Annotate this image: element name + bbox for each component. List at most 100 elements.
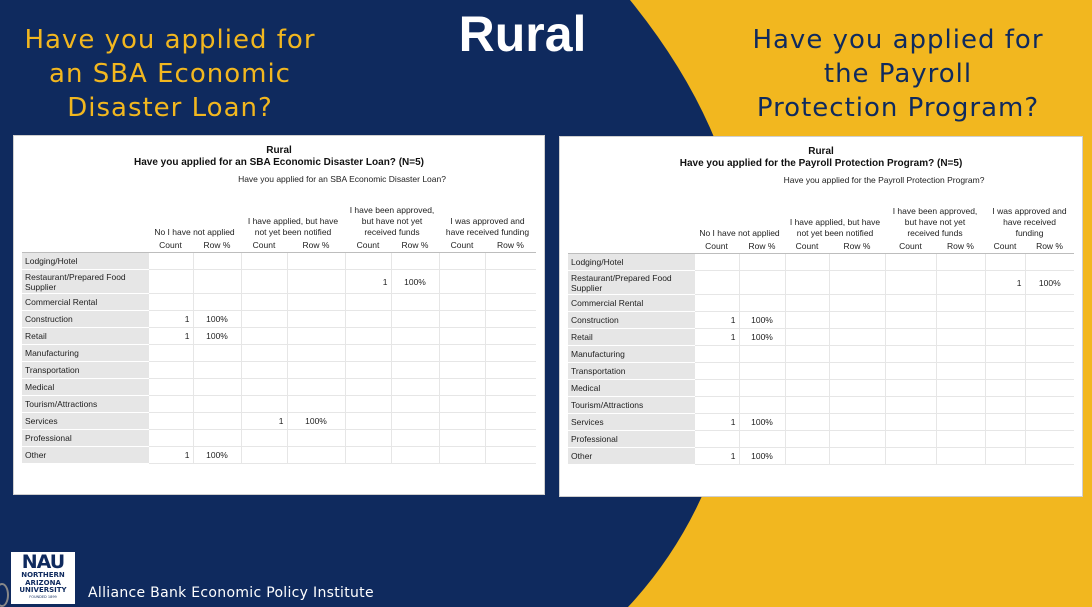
count-cell (884, 379, 936, 397)
row-percent-cell (828, 430, 885, 448)
row-percent-cell (828, 311, 885, 329)
row-percent-cell (1024, 294, 1075, 312)
count-cell: 1 (984, 270, 1025, 295)
count-cell (693, 270, 739, 295)
count-cell (984, 253, 1025, 271)
row-percent-cell (192, 293, 241, 311)
row-label: Commercial Rental (22, 293, 148, 311)
row-label: Lodging/Hotel (22, 252, 148, 270)
row-percent-cell (935, 396, 985, 414)
row-percent-cell (286, 446, 345, 464)
row-label: Lodging/Hotel (568, 253, 694, 271)
count-cell (884, 294, 936, 312)
count-cell (784, 413, 829, 431)
category-header: No I have not applied (699, 228, 780, 238)
category-header: I have been approved, but have not yet r… (349, 205, 435, 237)
column-subheader: Row % (936, 239, 985, 254)
row-percent-cell (828, 379, 885, 397)
count-cell (784, 396, 829, 414)
column-subheader: Count (694, 239, 739, 254)
count-cell (984, 345, 1025, 363)
count-cell (884, 345, 936, 363)
row-percent-cell (192, 361, 241, 379)
table-row: Services 1 100% (22, 412, 537, 430)
row-label: Other (22, 446, 148, 464)
count-cell (884, 430, 936, 448)
row-percent-cell (484, 446, 537, 464)
count-cell (784, 430, 829, 448)
count-cell (344, 293, 391, 311)
count-cell (984, 379, 1025, 397)
corner-control (0, 583, 9, 607)
column-subheader: Row % (287, 238, 345, 253)
row-label: Tourism/Attractions (22, 395, 148, 413)
column-subheader: Row % (1025, 239, 1075, 254)
column-subheader: Count (885, 239, 936, 254)
row-label: Professional (22, 429, 148, 447)
count-cell: 1 (693, 328, 739, 346)
row-percent-cell: 100% (738, 413, 785, 431)
row-label: Construction (22, 310, 148, 328)
row-label: Medical (568, 379, 694, 397)
count-cell (344, 344, 391, 362)
row-percent-cell (286, 293, 345, 311)
count-cell (240, 252, 287, 270)
row-percent-cell (738, 270, 785, 295)
count-cell (240, 378, 287, 396)
count-cell: 1 (147, 327, 193, 345)
row-percent-cell (390, 310, 439, 328)
table-row: Retail 1 100% (22, 327, 537, 345)
row-label: Medical (22, 378, 148, 396)
count-cell (438, 344, 485, 362)
count-cell (884, 328, 936, 346)
row-percent-cell (738, 379, 785, 397)
category-header: I have applied, but have not yet been no… (789, 217, 881, 238)
row-percent-cell (286, 252, 345, 270)
row-percent-cell (390, 252, 439, 270)
count-cell (984, 413, 1025, 431)
row-percent-cell: 100% (738, 328, 785, 346)
count-cell: 1 (240, 412, 287, 430)
table-row: Construction 1 100% (568, 311, 1075, 329)
row-percent-cell (935, 294, 985, 312)
table-title: Rural (808, 146, 834, 157)
row-percent-cell (738, 430, 785, 448)
row-percent-cell (390, 412, 439, 430)
row-percent-cell (390, 446, 439, 464)
count-cell (884, 253, 936, 271)
row-percent-cell: 100% (1024, 270, 1075, 295)
category-header: I have been approved, but have not yet r… (892, 206, 978, 238)
row-percent-cell (286, 269, 345, 294)
row-percent-cell (935, 270, 985, 295)
count-cell (344, 327, 391, 345)
row-percent-cell (935, 362, 985, 380)
row-percent-cell (390, 361, 439, 379)
count-cell (693, 362, 739, 380)
row-label: Retail (22, 327, 148, 345)
row-percent-cell: 100% (192, 446, 241, 464)
column-subheader: Row % (391, 238, 439, 253)
row-percent-cell: 100% (738, 447, 785, 465)
row-percent-cell (935, 253, 985, 271)
category-header: I have applied, but have not yet been no… (247, 216, 339, 237)
row-percent-cell (390, 395, 439, 413)
row-percent-cell (286, 361, 345, 379)
count-cell (240, 395, 287, 413)
ppp-table-panel: Rural Have you applied for the Payroll P… (559, 136, 1083, 497)
row-percent-cell (286, 310, 345, 328)
column-subheader: Count (241, 238, 287, 253)
nau-logo: NAU NORTHERN ARIZONA UNIVERSITY FOUNDED … (11, 552, 75, 604)
row-label: Transportation (568, 362, 694, 380)
count-cell (693, 379, 739, 397)
row-label: Commercial Rental (568, 294, 694, 312)
count-cell (884, 362, 936, 380)
row-percent-cell (484, 378, 537, 396)
category-header: I was approved and have received funding (445, 216, 530, 237)
count-cell: 1 (693, 447, 739, 465)
count-cell (984, 362, 1025, 380)
count-cell (344, 429, 391, 447)
column-subheader: Row % (193, 238, 241, 253)
row-percent-cell (484, 293, 537, 311)
count-cell (147, 269, 193, 294)
row-percent-cell (390, 429, 439, 447)
